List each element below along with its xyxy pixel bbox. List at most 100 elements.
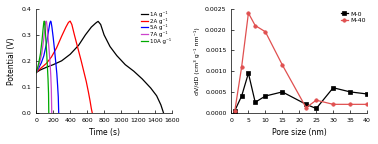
5A g⁻¹ — [48, 22, 52, 24]
1A g⁻¹ — [98, 24, 103, 25]
2A g⁻¹ — [36, 70, 40, 72]
M-40 — [331, 104, 335, 105]
7A g⁻¹ — [35, 70, 39, 72]
5A g⁻¹ — [55, 85, 60, 86]
10A g⁻¹ — [44, 40, 48, 42]
M-0 — [239, 95, 244, 97]
5A g⁻¹ — [35, 70, 39, 72]
2A g⁻¹ — [76, 47, 80, 49]
Line: M-0: M-0 — [233, 72, 369, 112]
M-0 — [365, 93, 369, 95]
10A g⁻¹ — [46, 78, 50, 80]
X-axis label: Time (s): Time (s) — [88, 128, 119, 137]
1A g⁻¹ — [108, 46, 112, 47]
1A g⁻¹ — [102, 34, 106, 36]
Y-axis label: dV/dD (cm³ g⁻¹ nm⁻¹): dV/dD (cm³ g⁻¹ nm⁻¹) — [194, 27, 200, 95]
5A g⁻¹ — [44, 43, 49, 45]
1A g⁻¹ — [93, 22, 98, 24]
M-0 — [348, 91, 352, 93]
1A g⁻¹ — [123, 64, 127, 66]
M-0 — [304, 104, 308, 105]
10A g⁻¹ — [40, 40, 44, 41]
1A g⁻¹ — [149, 87, 153, 89]
1A g⁻¹ — [51, 64, 56, 66]
2A g⁻¹ — [88, 100, 92, 102]
2A g⁻¹ — [59, 35, 64, 37]
Line: 2A g⁻¹: 2A g⁻¹ — [36, 21, 92, 113]
Line: 1A g⁻¹: 1A g⁻¹ — [36, 21, 163, 113]
10A g⁻¹ — [45, 66, 50, 68]
7A g⁻¹ — [34, 72, 39, 73]
2A g⁻¹ — [44, 62, 49, 64]
M-0 — [314, 108, 319, 109]
1A g⁻¹ — [68, 53, 73, 55]
1A g⁻¹ — [83, 34, 88, 36]
10A g⁻¹ — [46, 92, 51, 94]
1A g⁻¹ — [95, 21, 99, 23]
5A g⁻¹ — [42, 55, 46, 56]
Line: 7A g⁻¹: 7A g⁻¹ — [36, 21, 52, 113]
2A g⁻¹ — [54, 47, 59, 49]
M-40 — [246, 12, 251, 14]
5A g⁻¹ — [49, 21, 53, 23]
10A g⁻¹ — [42, 22, 46, 24]
Legend: 1A g⁻¹, 2A g⁻¹, 5A g⁻¹, 7A g⁻¹, 10A g⁻¹: 1A g⁻¹, 2A g⁻¹, 5A g⁻¹, 7A g⁻¹, 10A g⁻¹ — [140, 10, 172, 45]
7A g⁻¹ — [50, 112, 54, 113]
M-40 — [239, 66, 244, 68]
1A g⁻¹ — [34, 72, 39, 73]
5A g⁻¹ — [37, 67, 41, 69]
5A g⁻¹ — [56, 112, 61, 113]
7A g⁻¹ — [42, 29, 47, 31]
5A g⁻¹ — [52, 48, 57, 50]
Line: M-40: M-40 — [233, 11, 369, 112]
2A g⁻¹ — [68, 20, 73, 22]
7A g⁻¹ — [44, 21, 48, 22]
2A g⁻¹ — [86, 91, 91, 93]
5A g⁻¹ — [51, 37, 56, 38]
M-40 — [232, 110, 237, 111]
7A g⁻¹ — [49, 88, 54, 90]
10A g⁻¹ — [35, 67, 40, 69]
1A g⁻¹ — [96, 21, 101, 22]
Y-axis label: Potential (V): Potential (V) — [7, 37, 16, 85]
7A g⁻¹ — [43, 22, 48, 23]
M-40 — [280, 64, 285, 66]
2A g⁻¹ — [67, 21, 72, 22]
2A g⁻¹ — [81, 70, 86, 72]
7A g⁻¹ — [48, 64, 53, 66]
M-0 — [280, 91, 285, 93]
10A g⁻¹ — [42, 21, 46, 22]
10A g⁻¹ — [41, 29, 45, 31]
2A g⁻¹ — [34, 72, 39, 73]
Line: 10A g⁻¹: 10A g⁻¹ — [36, 21, 49, 113]
M-40 — [365, 104, 369, 105]
5A g⁻¹ — [46, 30, 51, 32]
10A g⁻¹ — [34, 72, 39, 73]
7A g⁻¹ — [47, 52, 51, 53]
1A g⁻¹ — [76, 44, 81, 46]
5A g⁻¹ — [48, 20, 53, 22]
2A g⁻¹ — [64, 26, 68, 28]
X-axis label: Pore size (nm): Pore size (nm) — [272, 128, 327, 137]
M-40 — [314, 99, 319, 101]
2A g⁻¹ — [49, 56, 54, 58]
2A g⁻¹ — [89, 108, 94, 110]
10A g⁻¹ — [46, 112, 51, 113]
M-0 — [246, 72, 251, 74]
M-40 — [304, 107, 308, 109]
2A g⁻¹ — [66, 22, 71, 23]
10A g⁻¹ — [42, 20, 46, 22]
1A g⁻¹ — [154, 95, 159, 97]
5A g⁻¹ — [39, 62, 43, 64]
M-0 — [263, 95, 268, 97]
5A g⁻¹ — [34, 72, 39, 73]
M-40 — [263, 31, 268, 33]
10A g⁻¹ — [42, 21, 47, 23]
M-0 — [232, 110, 237, 111]
1A g⁻¹ — [59, 60, 64, 62]
M-40 — [253, 25, 257, 26]
7A g⁻¹ — [46, 39, 51, 41]
5A g⁻¹ — [48, 21, 53, 22]
10A g⁻¹ — [34, 70, 39, 72]
1A g⁻¹ — [161, 112, 166, 113]
